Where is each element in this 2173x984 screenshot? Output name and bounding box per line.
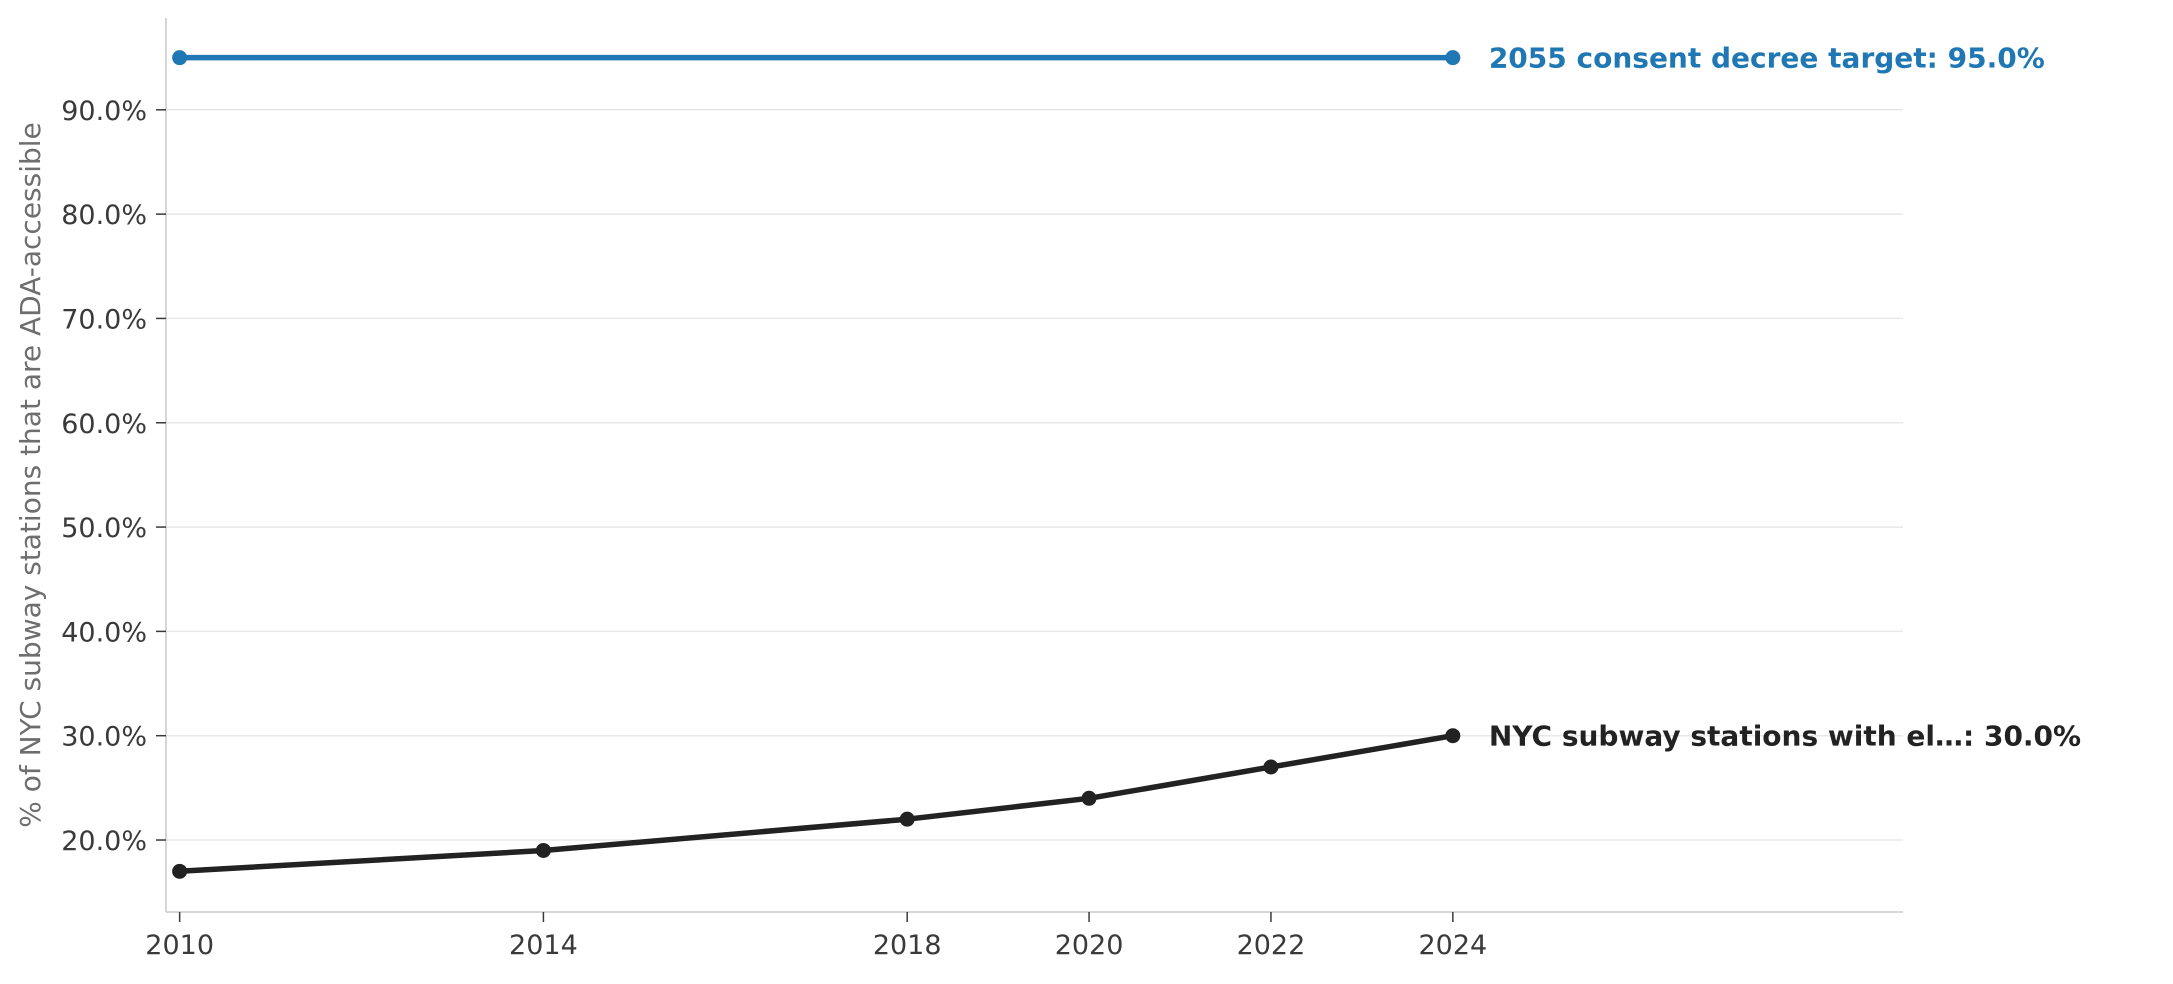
data-point-accessible [1081, 790, 1097, 806]
axes [165, 18, 1903, 913]
data-point-accessible [535, 842, 551, 858]
x-tick-label: 2018 [873, 930, 942, 961]
gridlines [166, 109, 1903, 841]
x-tick-label: 2022 [1237, 930, 1306, 961]
y-tick-label: 90.0% [61, 96, 147, 127]
y-tick-label: 70.0% [61, 304, 147, 335]
series-end-label-accessible: NYC subway stations with el…: 30.0% [1489, 720, 2081, 753]
data-point-accessible [172, 863, 188, 879]
series-end-label-target: 2055 consent decree target: 95.0% [1489, 42, 2045, 75]
x-tick-label: 2014 [509, 930, 578, 961]
y-axis-label: % of NYC subway stations that are ADA-ac… [14, 122, 47, 828]
data-point-accessible [1263, 759, 1279, 775]
data-point-target [172, 50, 188, 66]
series-line-accessible [176, 732, 1456, 875]
data-point-accessible [1445, 728, 1461, 744]
data-point-accessible [899, 811, 915, 827]
y-tick-label: 80.0% [61, 200, 147, 231]
data-point-target [1445, 50, 1461, 66]
y-tick-label: 40.0% [61, 617, 147, 648]
y-tick-label: 60.0% [61, 409, 147, 440]
y-tick-label: 30.0% [61, 722, 147, 753]
x-ticks: 2010 2014 2018 2020 2022 2024 [145, 912, 1487, 961]
series [172, 50, 1461, 879]
x-tick-label: 2010 [145, 930, 214, 961]
y-tick-label: 20.0% [61, 826, 147, 857]
x-tick-label: 2020 [1055, 930, 1124, 961]
y-ticks: 20.0% 30.0% 40.0% 50.0% 60.0% 70.0% 80.0% 90.0% [61, 96, 166, 857]
y-tick-label: 50.0% [61, 513, 147, 544]
x-tick-label: 2024 [1418, 930, 1487, 961]
end-labels: NYC subway stations with el…: 30.0% 2055 … [1489, 42, 2081, 753]
